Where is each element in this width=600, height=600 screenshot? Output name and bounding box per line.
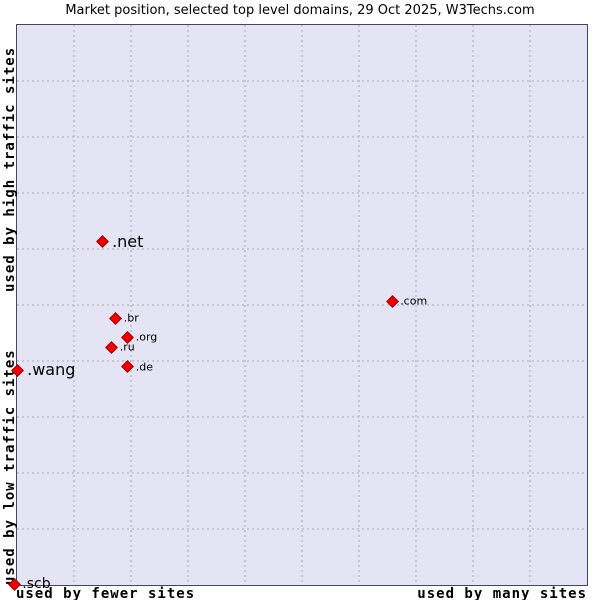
- y-axis-label-high-traffic: used by high traffic sites: [2, 46, 18, 292]
- point-label-scb: .scb: [22, 576, 51, 592]
- point-label-com: .com: [400, 294, 428, 308]
- point-label-de: .de: [135, 360, 153, 374]
- y-axis-label-low-traffic: used by low traffic sites: [2, 349, 18, 585]
- plot-area: [16, 24, 588, 586]
- chart-title: Market position, selected top level doma…: [65, 3, 535, 18]
- x-axis-label-many-sites: used by many sites: [417, 586, 587, 600]
- point-label-wang: .wang: [27, 360, 76, 380]
- point-label-org: .org: [135, 330, 158, 344]
- point-label-ru: .ru: [119, 340, 135, 354]
- point-label-net: .net: [112, 231, 144, 251]
- point-label-br: .br: [123, 311, 139, 325]
- x-axis-label-fewer-sites: used by fewer sites: [16, 586, 196, 600]
- gridlines: [17, 25, 587, 585]
